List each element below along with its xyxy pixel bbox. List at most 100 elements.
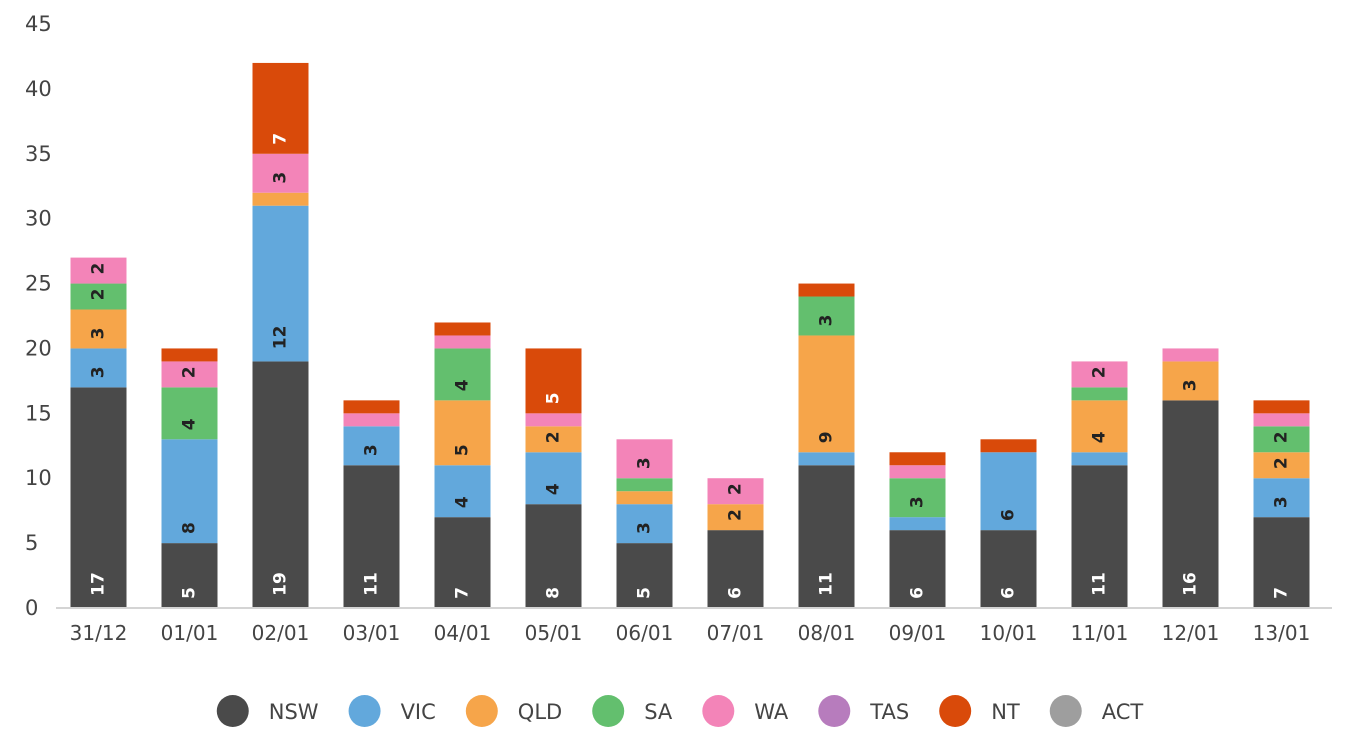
bar-segment-nsw <box>252 361 309 608</box>
data-label: 5 <box>544 392 564 404</box>
bar-segment-sa <box>889 478 946 518</box>
data-label: 2 <box>1272 457 1292 469</box>
bar-segment-vic <box>616 504 673 544</box>
legend-marker-nsw <box>216 695 249 727</box>
y-tick-label: 40 <box>25 77 52 101</box>
y-tick-label: 45 <box>25 12 52 36</box>
bar-segment-vic <box>434 465 491 518</box>
bars: 17 3 3 2 2 5 8 4 2 19 12 3 7 11 3 7 4 5 4 8 4 2 5 5 3 3 6 2 2 11 9 3 6 3 6… <box>70 62 1310 608</box>
bar-segment-qld <box>1253 452 1310 479</box>
bar-segment-wa <box>161 361 218 388</box>
data-label: 2 <box>726 483 746 495</box>
bar-segment-nsw <box>1253 517 1310 608</box>
data-label: 3 <box>89 366 109 378</box>
bar-segment-sa <box>1253 426 1310 453</box>
bar-segment-sa <box>434 348 491 401</box>
x-tick-label: 11/01 <box>1071 621 1129 645</box>
data-label: 2 <box>544 431 564 443</box>
bar-segment-wa <box>1162 348 1219 362</box>
data-label: 3 <box>635 457 655 469</box>
legend: NSW VIC QLD SA WA TAS NT ACT <box>216 695 1144 727</box>
x-tick-label: 13/01 <box>1253 621 1311 645</box>
x-tick-label: 02/01 <box>252 621 310 645</box>
bar-segment-vic <box>798 452 855 466</box>
bar-segment-nt <box>980 439 1037 453</box>
data-label: 6 <box>999 509 1019 521</box>
data-label: 3 <box>635 522 655 534</box>
y-tick-label: 15 <box>25 401 52 425</box>
bar-segment-qld <box>252 192 309 206</box>
data-label: 3 <box>817 315 837 327</box>
y-tick-label: 20 <box>25 336 52 360</box>
bar-segment-qld <box>434 400 491 466</box>
bar-segment-sa <box>616 478 673 492</box>
bar-segment-nsw <box>616 543 673 608</box>
x-tick-label: 12/01 <box>1162 621 1220 645</box>
bar-segment-wa <box>252 153 309 193</box>
x-tick-label: 05/01 <box>525 621 583 645</box>
y-tick-label: 0 <box>25 596 38 620</box>
bar-segment-nt <box>1253 400 1310 414</box>
bar-segment-nt <box>798 283 855 297</box>
bar-segment-qld <box>1071 400 1128 453</box>
legend-label-vic: VIC <box>401 700 436 724</box>
data-label: 6 <box>908 587 928 599</box>
bar-segment-nsw <box>1162 400 1219 608</box>
data-label: 3 <box>1181 379 1201 391</box>
x-tick-label: 01/01 <box>161 621 219 645</box>
data-label: 11 <box>1090 572 1110 596</box>
bar-segment-nt <box>252 62 309 154</box>
data-label: 8 <box>180 522 200 534</box>
bar-segment-vic <box>1071 452 1128 466</box>
legend-marker-wa <box>702 695 735 727</box>
legend-label-wa: WA <box>754 700 789 724</box>
bar-segment-sa <box>70 283 127 310</box>
data-label: 3 <box>271 172 291 184</box>
bar-segment-wa <box>70 257 127 284</box>
y-tick-label: 25 <box>25 272 52 296</box>
bar-segment-qld <box>525 426 582 453</box>
x-tick-label: 09/01 <box>889 621 947 645</box>
data-label: 2 <box>726 509 746 521</box>
legend-marker-nt <box>939 695 972 727</box>
bar-segment-vic <box>1253 478 1310 518</box>
bar-segment-nsw <box>70 387 127 608</box>
legend-label-act: ACT <box>1102 700 1144 724</box>
bar-segment-nsw <box>343 465 400 608</box>
data-label: 2 <box>89 263 109 275</box>
bar-segment-nt <box>161 348 218 362</box>
x-tick-label: 04/01 <box>434 621 492 645</box>
bar-segment-wa <box>525 413 582 427</box>
data-label: 3 <box>908 496 928 508</box>
bar-segment-nsw <box>434 517 491 608</box>
data-label: 17 <box>89 572 109 596</box>
data-label: 3 <box>89 328 109 340</box>
data-label: 6 <box>999 587 1019 599</box>
data-label: 3 <box>1272 496 1292 508</box>
legend-marker-qld <box>465 695 498 727</box>
data-label: 7 <box>1272 587 1292 599</box>
legend-label-tas: TAS <box>869 700 909 724</box>
bar-segment-nsw <box>1071 465 1128 608</box>
data-label: 5 <box>453 444 473 456</box>
y-tick-label: 5 <box>25 531 38 555</box>
x-tick-label: 31/12 <box>70 621 128 645</box>
bar-segment-nsw <box>525 504 582 608</box>
data-label: 4 <box>453 379 473 391</box>
x-tick-label: 08/01 <box>798 621 856 645</box>
bar-segment-nsw <box>980 530 1037 608</box>
bar-segment-vic <box>252 205 309 362</box>
bar-segment-qld <box>616 491 673 505</box>
legend-marker-vic <box>348 695 381 727</box>
data-label: 4 <box>1090 431 1110 443</box>
bar-segment-qld <box>70 309 127 349</box>
bar-segment-nt <box>525 348 582 414</box>
data-label: 7 <box>453 587 473 599</box>
x-axis: 31/12 01/01 02/01 03/01 04/01 05/01 06/01 07/01… <box>70 621 1311 645</box>
data-label: 2 <box>180 366 200 378</box>
data-label: 2 <box>1090 366 1110 378</box>
data-label: 19 <box>271 572 291 596</box>
data-label: 5 <box>180 587 200 599</box>
legend-label-sa: SA <box>644 700 673 724</box>
